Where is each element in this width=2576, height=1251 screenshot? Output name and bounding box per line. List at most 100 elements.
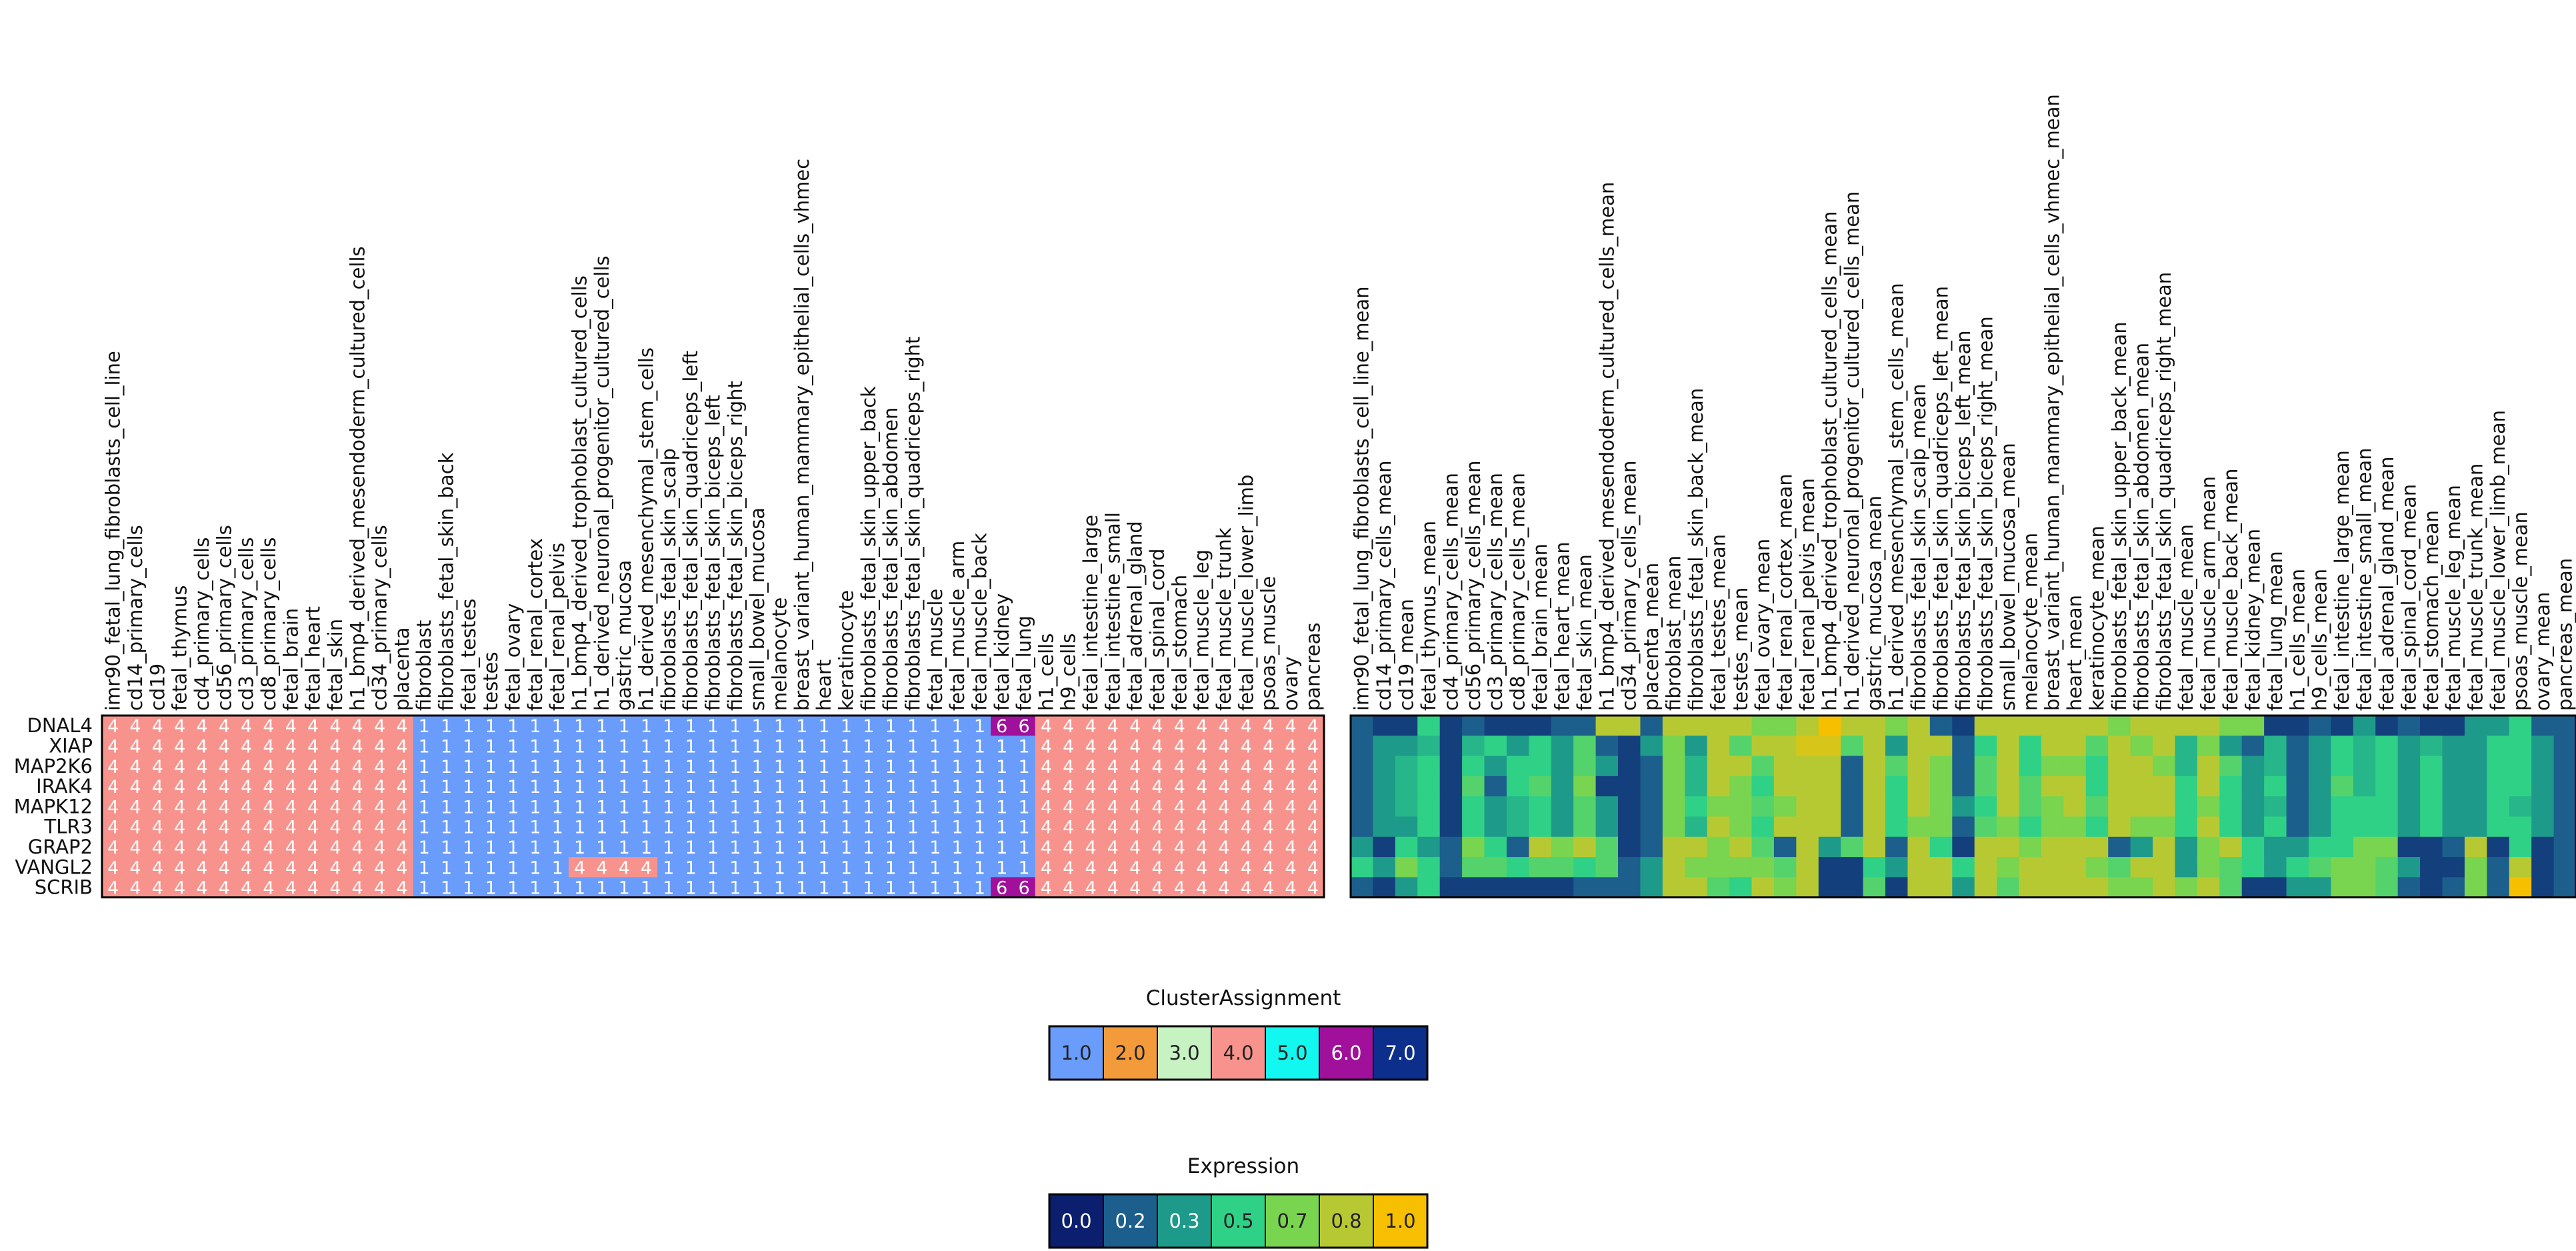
heatmap-cell: [1395, 877, 1418, 898]
heatmap-cell: [1439, 736, 1463, 757]
column-label: fetal_renal_cortex_mean: [1774, 473, 1797, 711]
heatmap-cell: [835, 877, 858, 898]
cell-value-label: 4: [1174, 858, 1185, 878]
cell-value-label: 1: [485, 757, 497, 778]
heatmap-cell: [146, 776, 169, 797]
cell-value-label: 1: [529, 858, 541, 878]
heatmap-cell: [2308, 816, 2331, 838]
heatmap-cell: [1235, 716, 1258, 736]
heatmap-cell: [2286, 776, 2309, 797]
column-label: keratinocyte_mean: [2086, 525, 2109, 711]
heatmap-cell: [2085, 836, 2109, 858]
cell-value-label: 1: [419, 736, 430, 757]
heatmap-cell: [1551, 756, 1574, 777]
cell-value-label: 1: [552, 777, 563, 798]
heatmap-cell: [1079, 816, 1103, 838]
column-label: fetal_muscle_lower_limb_mean: [2487, 410, 2509, 711]
heatmap-cell: [368, 836, 391, 858]
heatmap-cell: [591, 776, 614, 797]
cell-value-label: 1: [952, 818, 963, 838]
heatmap-cell: [346, 776, 369, 797]
heatmap-cell: [1662, 776, 1685, 797]
heatmap-cell: [1529, 796, 1552, 818]
heatmap-cell: [1729, 756, 1753, 777]
heatmap-cell: [257, 857, 281, 878]
heatmap-cell: [1257, 716, 1280, 736]
cell-value-label: 1: [574, 777, 585, 798]
heatmap-cell: [1279, 816, 1303, 838]
cell-value-label: 4: [152, 716, 163, 737]
heatmap-cell: [2353, 836, 2376, 858]
cell-value-label: 4: [1151, 777, 1163, 798]
heatmap-cell: [457, 776, 481, 797]
column-label: fibroblast: [413, 620, 435, 711]
heatmap-cell: [946, 756, 969, 777]
heatmap-cell: [257, 776, 281, 797]
heatmap-cell: [2375, 716, 2399, 736]
heatmap-cell: [1079, 756, 1103, 777]
cell-value-label: 4: [241, 838, 252, 858]
heatmap-cell: [2019, 857, 2042, 878]
heatmap-cell: [1685, 776, 1708, 797]
heatmap-cell: [1773, 796, 1797, 818]
cell-value-label: 4: [396, 878, 407, 899]
heatmap-cell: [1529, 716, 1552, 736]
cell-value-label: 1: [507, 777, 519, 798]
heatmap-cell: [2063, 816, 2087, 838]
cell-value-label: 4: [263, 777, 274, 798]
cell-value-label: 1: [774, 858, 785, 878]
cell-value-label: 4: [1241, 858, 1252, 878]
cell-value-label: 4: [1085, 757, 1096, 778]
heatmap-cell: [1057, 836, 1080, 858]
heatmap-cell: [2108, 857, 2131, 878]
heatmap-cell: [2487, 796, 2510, 818]
legend-swatch: [1103, 1026, 1158, 1080]
cell-value-label: 4: [1085, 716, 1096, 737]
heatmap-cell: [524, 877, 547, 898]
cell-value-label: 1: [974, 878, 985, 899]
cell-value-label: 4: [107, 797, 119, 818]
heatmap-cell: [1257, 796, 1280, 818]
heatmap-cell: [324, 857, 347, 878]
heatmap-cell: [1351, 877, 1374, 898]
cell-value-label: 1: [841, 838, 852, 858]
heatmap-cell: [1997, 756, 2020, 777]
heatmap-cell: [146, 716, 169, 736]
cell-value-label: 1: [863, 716, 874, 737]
heatmap-cell: [1484, 796, 1507, 818]
heatmap-cell: [1907, 736, 1931, 757]
heatmap-cell: [901, 877, 925, 898]
heatmap-cell: [901, 716, 925, 736]
column-label: fetal_spinal_cord: [1146, 548, 1169, 711]
cell-value-label: 1: [529, 757, 541, 778]
cell-value-label: 1: [796, 777, 807, 798]
heatmap-cell: [991, 716, 1014, 736]
heatmap-cell: [968, 796, 991, 818]
heatmap-cell: [746, 756, 769, 777]
heatmap-cell: [1618, 857, 1641, 878]
cell-value-label: 4: [1263, 777, 1274, 798]
heatmap-cell: [2175, 716, 2198, 736]
heatmap-cell: [2197, 857, 2220, 878]
cell-value-label: 4: [1285, 797, 1296, 818]
heatmap-cell: [2241, 857, 2265, 878]
cell-value-label: 1: [974, 797, 985, 818]
heatmap-cell: [2286, 877, 2309, 898]
heatmap-cell: [1773, 877, 1797, 898]
heatmap-cell: [524, 716, 547, 736]
cell-value-label: 1: [996, 736, 1007, 757]
heatmap-cell: [791, 796, 814, 818]
cell-value-label: 4: [1107, 818, 1119, 838]
heatmap-cell: [2041, 857, 2064, 878]
heatmap-cell: [679, 776, 703, 797]
heatmap-cell: [1907, 756, 1931, 777]
heatmap-cell: [2108, 836, 2131, 858]
heatmap-cell: [591, 836, 614, 858]
heatmap-cell: [1146, 857, 1169, 878]
cell-value-label: 4: [196, 716, 207, 737]
heatmap-cell: [1301, 816, 1325, 838]
heatmap-cell: [413, 776, 436, 797]
cell-value-label: 4: [174, 858, 185, 878]
heatmap-cell: [2241, 736, 2265, 757]
heatmap-cell: [2286, 816, 2309, 838]
